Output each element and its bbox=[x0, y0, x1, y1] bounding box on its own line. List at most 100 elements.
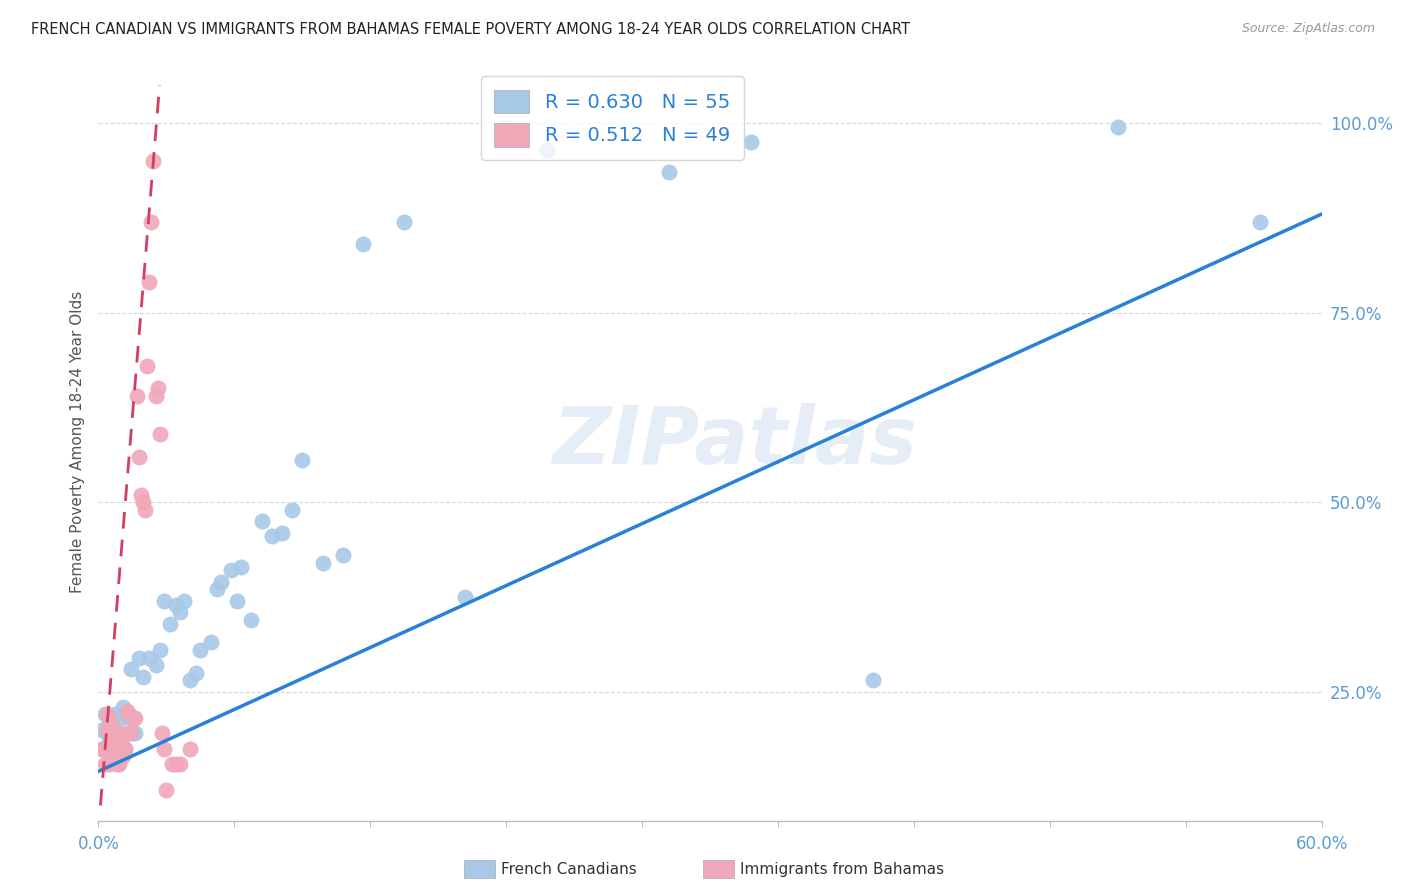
Point bbox=[169, 605, 191, 619]
Point bbox=[104, 741, 127, 756]
Point bbox=[96, 707, 118, 722]
Point bbox=[101, 734, 124, 748]
Point bbox=[122, 711, 145, 725]
Point bbox=[128, 450, 150, 464]
Point bbox=[110, 734, 132, 748]
Point bbox=[186, 665, 208, 680]
Point bbox=[149, 427, 172, 442]
Point bbox=[97, 734, 120, 748]
Point bbox=[231, 559, 253, 574]
Point bbox=[129, 487, 152, 501]
Point bbox=[96, 723, 118, 737]
Point bbox=[91, 741, 114, 756]
Point bbox=[100, 715, 122, 730]
Point bbox=[1249, 215, 1271, 229]
Point bbox=[159, 616, 181, 631]
Point bbox=[142, 154, 165, 169]
Point bbox=[118, 711, 141, 725]
Legend: R = 0.630   N = 55, R = 0.512   N = 49: R = 0.630 N = 55, R = 0.512 N = 49 bbox=[481, 76, 744, 161]
Y-axis label: Female Poverty Among 18-24 Year Olds: Female Poverty Among 18-24 Year Olds bbox=[69, 291, 84, 592]
Point bbox=[111, 726, 134, 740]
Point bbox=[122, 726, 145, 740]
Point bbox=[145, 658, 167, 673]
Point bbox=[115, 704, 138, 718]
Point bbox=[226, 594, 249, 608]
Point bbox=[392, 215, 416, 229]
Point bbox=[111, 699, 134, 714]
Point bbox=[145, 389, 167, 403]
Text: Source: ZipAtlas.com: Source: ZipAtlas.com bbox=[1241, 22, 1375, 36]
Point bbox=[108, 749, 131, 764]
Point bbox=[132, 495, 155, 509]
Point bbox=[110, 741, 132, 756]
Point bbox=[291, 453, 314, 467]
Point bbox=[260, 529, 283, 543]
Point bbox=[312, 556, 335, 570]
Text: French Canadians: French Canadians bbox=[501, 863, 637, 877]
Point bbox=[114, 741, 136, 756]
Point bbox=[120, 726, 142, 740]
Point bbox=[138, 650, 160, 665]
Point bbox=[152, 594, 174, 608]
Point bbox=[155, 783, 177, 797]
Point bbox=[281, 503, 304, 517]
Point bbox=[100, 726, 122, 740]
Point bbox=[862, 673, 884, 688]
Point bbox=[250, 514, 273, 528]
Point bbox=[89, 874, 111, 888]
Point bbox=[209, 574, 232, 589]
Point bbox=[97, 756, 120, 771]
Point bbox=[173, 594, 195, 608]
Point bbox=[136, 359, 159, 373]
Point bbox=[120, 662, 142, 676]
Point bbox=[205, 582, 228, 597]
Point bbox=[91, 723, 114, 737]
Text: Immigrants from Bahamas: Immigrants from Bahamas bbox=[740, 863, 943, 877]
Point bbox=[114, 741, 136, 756]
Point bbox=[240, 613, 263, 627]
Point bbox=[1107, 120, 1129, 134]
Point bbox=[105, 756, 128, 771]
Point bbox=[89, 874, 111, 888]
Point bbox=[454, 590, 477, 604]
Point bbox=[219, 564, 242, 578]
Point bbox=[146, 382, 169, 396]
Point bbox=[169, 756, 191, 771]
Point bbox=[132, 669, 155, 683]
Point bbox=[352, 237, 374, 252]
Point bbox=[740, 135, 762, 149]
Point bbox=[138, 275, 160, 289]
Point bbox=[97, 715, 120, 730]
Point bbox=[124, 711, 146, 725]
Point bbox=[108, 756, 131, 771]
Point bbox=[104, 707, 127, 722]
Point bbox=[104, 741, 127, 756]
Point bbox=[141, 215, 163, 229]
Text: ZIPatlas: ZIPatlas bbox=[553, 402, 917, 481]
Point bbox=[658, 165, 681, 179]
Point bbox=[101, 726, 124, 740]
Point bbox=[179, 741, 201, 756]
Point bbox=[105, 726, 128, 740]
Point bbox=[128, 650, 150, 665]
Point bbox=[134, 503, 156, 517]
Point bbox=[152, 741, 174, 756]
Point bbox=[111, 749, 134, 764]
Point bbox=[110, 734, 132, 748]
Point bbox=[150, 726, 173, 740]
Point bbox=[93, 741, 115, 756]
Point bbox=[127, 389, 149, 403]
Point bbox=[101, 726, 124, 740]
Point bbox=[149, 643, 172, 657]
Point bbox=[495, 120, 517, 134]
Text: FRENCH CANADIAN VS IMMIGRANTS FROM BAHAMAS FEMALE POVERTY AMONG 18-24 YEAR OLDS : FRENCH CANADIAN VS IMMIGRANTS FROM BAHAM… bbox=[31, 22, 910, 37]
Point bbox=[124, 726, 146, 740]
Point bbox=[165, 598, 187, 612]
Point bbox=[536, 143, 558, 157]
Point bbox=[97, 741, 120, 756]
Point bbox=[188, 643, 212, 657]
Point bbox=[160, 756, 183, 771]
Point bbox=[165, 756, 187, 771]
Point bbox=[91, 741, 114, 756]
Point bbox=[93, 707, 115, 722]
